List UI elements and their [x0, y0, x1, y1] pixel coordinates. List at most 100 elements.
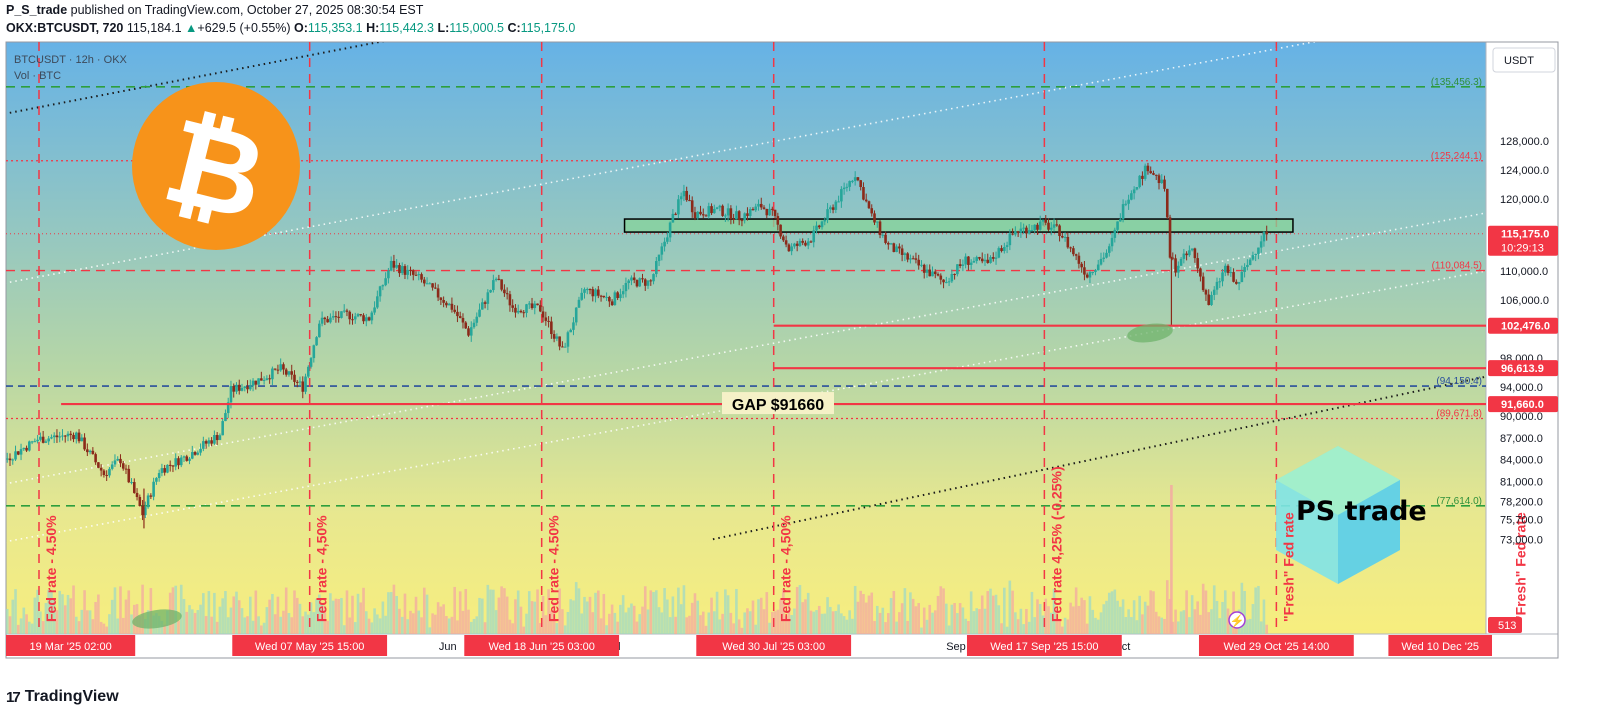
price-tag-label[interactable]: 96,613.9 — [1501, 363, 1544, 375]
time-event-tag-bg[interactable] — [232, 635, 388, 656]
time-event-tag-bg[interactable] — [966, 635, 1122, 656]
price-axis-tick[interactable]: 120,000.0 — [1500, 194, 1549, 206]
candle-body — [69, 433, 73, 435]
resistance-zone-rect[interactable] — [623, 218, 1294, 233]
price-tag-label[interactable]: 115,175.0 — [1501, 229, 1549, 241]
candle-body — [875, 221, 879, 223]
legend-title[interactable]: BTCUSDT · 12h · OKX — [14, 54, 128, 66]
candle-body — [1119, 219, 1122, 222]
candle-body — [732, 218, 735, 220]
volume-bar — [928, 604, 932, 634]
lightning-icon[interactable]: ⚡ — [1228, 611, 1246, 629]
price-tag-bg[interactable] — [1488, 396, 1558, 413]
candle-body — [370, 312, 374, 321]
tradingview-logo[interactable]: 17 TradingView — [6, 688, 119, 706]
candle-body — [782, 236, 785, 241]
candle-body — [1215, 281, 1219, 290]
volume-bar — [795, 586, 799, 634]
candle-body — [920, 264, 923, 266]
price-axis[interactable]: 128,000.0 124,000.0 120,000.0 110,000.0 106,… — [1488, 136, 1558, 633]
candle-body — [721, 205, 724, 216]
price-tag-bg[interactable] — [1488, 360, 1558, 377]
time-event-tag[interactable]: Wed 17 Sep '25 15:00 — [990, 641, 1098, 653]
resistance-zone[interactable] — [623, 218, 1294, 233]
candle-body — [108, 468, 111, 476]
volume-bar — [475, 616, 479, 634]
price-axis-tick[interactable]: 124,000.0 — [1500, 165, 1549, 177]
price-axis-tick[interactable]: 78,200.0 — [1500, 497, 1543, 509]
volume-bar — [969, 591, 973, 634]
candle-body — [3, 459, 6, 464]
time-event-tag[interactable]: Wed 10 Dec '25 — [1401, 641, 1479, 653]
volume-tag-label[interactable]: 513 — [1498, 620, 1516, 632]
time-event-tag-bg[interactable] — [464, 635, 620, 656]
volume-bar — [729, 612, 733, 634]
volume-bar — [428, 627, 432, 634]
candle-body — [619, 294, 622, 299]
price-axis-tick[interactable]: 94,000.0 — [1500, 382, 1543, 394]
candle-body — [1003, 247, 1006, 252]
candle-body — [682, 190, 686, 197]
volume-bar — [751, 600, 755, 634]
legend-volume[interactable]: Vol · BTC — [14, 70, 61, 82]
candle-body — [121, 463, 125, 469]
time-event-tag[interactable]: 19 Mar '25 02:00 — [29, 641, 111, 653]
volume-bar — [196, 610, 200, 634]
volume-bar — [130, 614, 133, 634]
time-event-tag-bg[interactable] — [1198, 635, 1354, 656]
time-event-tag[interactable]: Wed 18 Jun '25 03:00 — [488, 641, 594, 653]
time-event-tag-bg[interactable] — [696, 635, 852, 656]
candle-body — [353, 316, 357, 320]
time-axis-label[interactable]: Sep — [946, 641, 966, 653]
time-axis-label[interactable]: Jun — [439, 641, 457, 653]
price-axis-tick[interactable]: 128,000.0 — [1500, 136, 1549, 148]
candle-body — [44, 441, 48, 443]
candle-body — [52, 435, 56, 438]
volume-bar — [469, 621, 473, 634]
candle-body — [649, 280, 653, 282]
time-event-tag[interactable]: Wed 30 Jul '25 03:00 — [722, 641, 825, 653]
time-event-tag-bg[interactable] — [1388, 635, 1492, 656]
volume-bar — [740, 627, 744, 634]
currency-label[interactable]: USDT — [1504, 55, 1534, 67]
price-tag-label[interactable]: 91,660.0 — [1501, 399, 1544, 411]
candle-body — [616, 292, 619, 299]
candle-body — [1038, 221, 1042, 230]
volume-bar — [80, 609, 84, 634]
currency-button[interactable]: USDT — [1492, 47, 1556, 73]
candle-body — [516, 310, 520, 313]
price-axis-tick[interactable]: 84,000.0 — [1500, 455, 1543, 467]
price-tag-label[interactable]: 102,476.0 — [1501, 321, 1550, 333]
volume-bar — [762, 609, 766, 634]
candle-body — [898, 246, 901, 249]
price-tag-countdown[interactable]: 10:29:13 — [1501, 243, 1544, 255]
volume-tag-bg[interactable] — [1488, 617, 1522, 633]
candle-body — [784, 240, 788, 245]
volume-bar — [956, 613, 959, 634]
time-event-tag[interactable]: Wed 29 Oct '25 14:00 — [1223, 641, 1329, 653]
candle-body — [160, 468, 164, 474]
price-axis-tick[interactable]: 81,000.0 — [1500, 476, 1543, 488]
candle-body — [569, 329, 572, 333]
price-axis-tick[interactable]: 73,000.0 — [1500, 534, 1543, 546]
volume-bar — [503, 588, 506, 634]
time-event-tag-bg[interactable] — [6, 635, 136, 656]
volume-bar — [895, 621, 898, 634]
candle-body — [442, 300, 445, 303]
candle-body — [729, 208, 733, 219]
price-axis-tick[interactable]: 106,000.0 — [1500, 295, 1549, 307]
candle-body — [19, 449, 23, 455]
price-axis-tick[interactable]: 90,000.0 — [1500, 411, 1543, 423]
publisher-name[interactable]: P_S_trade — [6, 3, 68, 17]
price-tag-bg[interactable] — [1488, 225, 1558, 256]
price-tag-bg[interactable] — [1488, 317, 1558, 334]
candle-body — [1235, 281, 1238, 284]
time-event-tag[interactable]: Wed 07 May '25 15:00 — [255, 641, 365, 653]
candle-body — [207, 440, 211, 444]
price-axis-tick[interactable]: 110,000.0 — [1500, 266, 1548, 278]
price-axis-tick[interactable]: 75,700.0 — [1500, 515, 1543, 527]
symbol-label[interactable]: OKX:BTCUSDT, 720 — [6, 21, 124, 35]
price-axis-tick[interactable]: 87,000.0 — [1500, 433, 1543, 445]
